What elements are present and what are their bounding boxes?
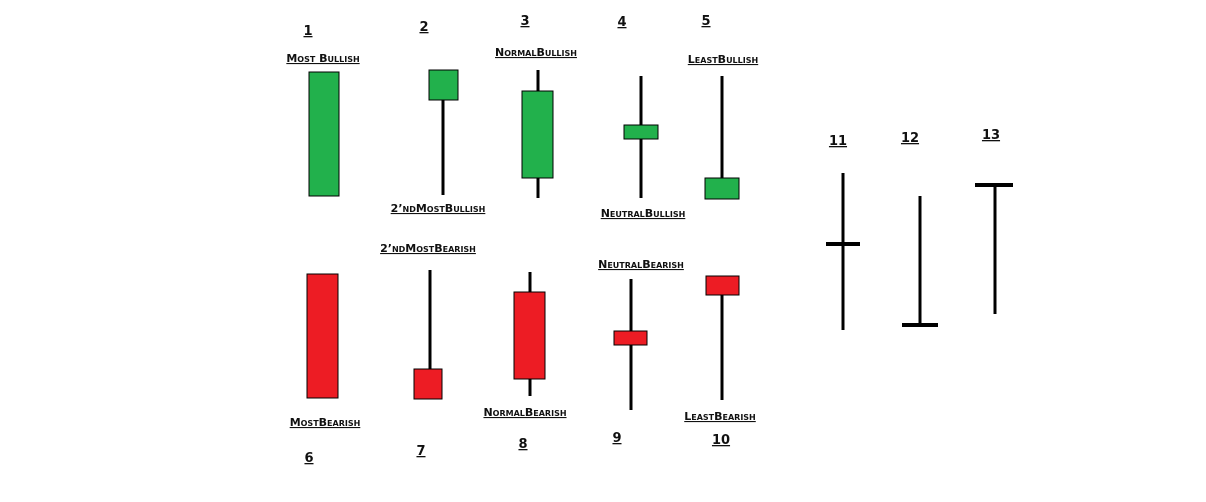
candle-2-body <box>428 69 459 101</box>
candle-3: 3 NormalBullish <box>495 14 577 198</box>
candle-2: 2 2’ndMostBullish <box>391 20 486 215</box>
candle-13-number: 13 <box>982 128 1000 143</box>
candle-8-body <box>513 291 546 380</box>
candle-8: NormalBearish 8 <box>483 272 567 452</box>
candle-3-body <box>521 90 554 179</box>
candle-5-number: 5 <box>701 14 710 29</box>
candle-10: LeastBearish 10 <box>684 275 756 448</box>
candle-10-body <box>705 275 740 296</box>
candle-5: 5 LeastBullish <box>688 14 758 200</box>
candle-9: NeutralBearish 9 <box>598 258 684 446</box>
candle-5-body <box>704 177 740 200</box>
candle-7: 2’ndMostBearish 7 <box>380 242 476 459</box>
candle-9-body <box>613 330 648 346</box>
candle-4: 4 NeutralBullish <box>601 15 686 220</box>
candle-8-number: 8 <box>518 437 527 452</box>
candle-8-label: NormalBearish <box>483 406 566 419</box>
candle-7-label: 2’ndMostBearish <box>380 242 476 255</box>
candle-4-label: NeutralBullish <box>601 207 686 220</box>
candle-6-label: MostBearish <box>290 416 361 429</box>
candle-11: 11 <box>826 134 860 330</box>
candle-12: 12 <box>901 131 938 327</box>
candle-10-number: 10 <box>712 433 730 448</box>
candle-11-number: 11 <box>829 134 847 149</box>
candle-3-label: NormalBullish <box>495 46 577 59</box>
candle-7-body <box>413 368 443 400</box>
candle-2-number: 2 <box>419 20 428 35</box>
candle-6: MostBearish 6 <box>290 273 361 466</box>
candle-5-label: LeastBullish <box>688 53 758 66</box>
candle-2-label: 2’ndMostBullish <box>391 202 486 215</box>
candle-9-number: 9 <box>612 431 621 446</box>
candle-10-label: LeastBearish <box>684 410 756 423</box>
candle-6-body <box>306 273 339 399</box>
candle-1-number: 1 <box>303 24 312 39</box>
candle-4-number: 4 <box>617 15 626 30</box>
candle-13: 13 <box>975 128 1013 314</box>
candle-12-number: 12 <box>901 131 919 146</box>
candle-3-number: 3 <box>520 14 529 29</box>
candle-1-label: Most Bullish <box>286 52 359 65</box>
candle-4-body <box>623 124 659 140</box>
candle-1-body <box>308 71 340 197</box>
candle-6-number: 6 <box>304 451 313 466</box>
candle-7-number: 7 <box>416 444 425 459</box>
candle-9-label: NeutralBearish <box>598 258 684 271</box>
candle-1: 1 Most Bullish <box>286 24 360 197</box>
